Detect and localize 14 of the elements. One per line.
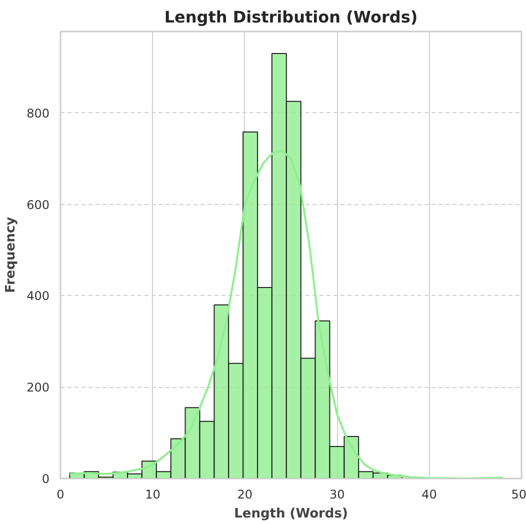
x-tick-label: 30	[329, 488, 345, 502]
chart-title: Length Distribution (Words)	[164, 8, 418, 26]
x-tick-label: 50	[511, 488, 526, 502]
x-tick-label: 40	[422, 488, 437, 502]
x-tick-label: 0	[56, 488, 64, 502]
x-axis-title: Length (Words)	[234, 506, 348, 522]
y-axis-title: Frequency	[4, 216, 19, 294]
y-tick-label: 400	[26, 289, 50, 304]
y-tick-label: 0	[42, 472, 50, 486]
x-tick-label: 20	[237, 488, 253, 502]
y-tick-label: 600	[26, 198, 50, 212]
y-tick-label: 800	[26, 106, 50, 120]
y-tick-label: 200	[26, 380, 50, 395]
x-tick-label: 10	[145, 488, 160, 502]
